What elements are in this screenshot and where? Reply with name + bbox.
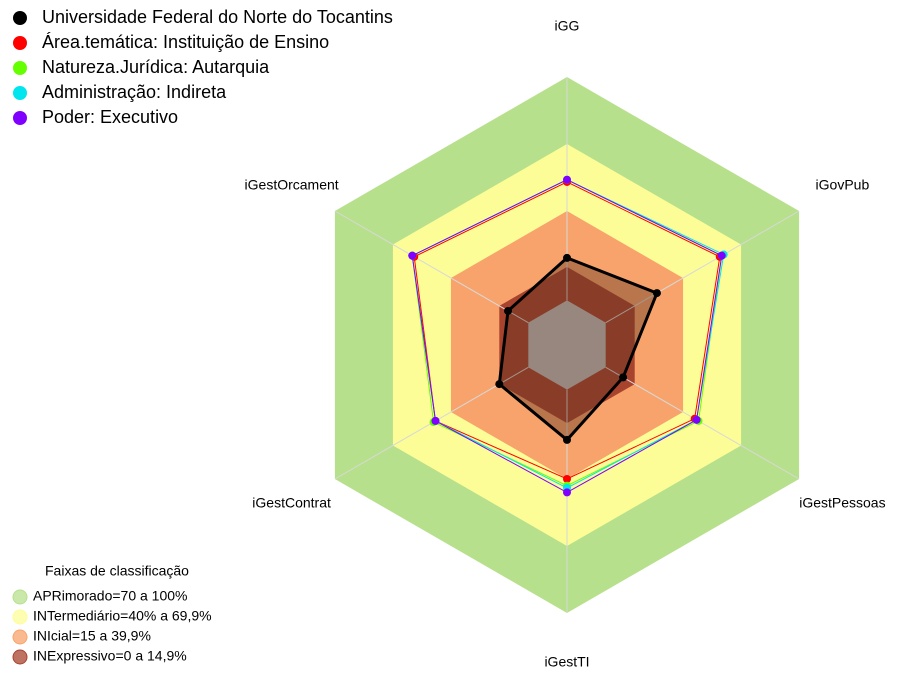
legend-label: Natureza.Jurídica: Autarquia	[42, 57, 270, 77]
center-hole	[528, 300, 606, 390]
legend-marker	[13, 11, 27, 25]
series-point	[563, 175, 571, 184]
axis-line	[605, 210, 800, 324]
band-legend-marker	[12, 649, 28, 665]
legend-label: Área.temática: Instituição de Ensino	[42, 32, 329, 52]
axis-label: iGestTI	[544, 654, 589, 670]
series-point	[563, 475, 571, 483]
axis-line	[334, 210, 529, 324]
axis-label: iGovPub	[816, 177, 870, 193]
band-legend-label: APRimorado=70 a 100%	[33, 588, 188, 604]
series-point	[504, 306, 513, 315]
series-point	[692, 415, 701, 424]
legend-label: Poder: Executivo	[42, 107, 178, 127]
legend-label: Administração: Indireta	[42, 82, 227, 102]
band-legend-label: INIcial=15 a 39,9%	[33, 628, 151, 644]
series-point	[717, 251, 726, 260]
series-point	[563, 488, 571, 497]
band-legend-marker	[12, 629, 28, 645]
series-point	[619, 373, 628, 382]
legend-marker	[13, 61, 27, 75]
series-point	[563, 435, 571, 444]
band-legend-marker	[12, 609, 28, 625]
legend-marker	[13, 111, 27, 125]
series-point	[652, 289, 661, 298]
bands-title: Faixas de classificação	[45, 563, 189, 579]
series-point	[563, 253, 571, 262]
band-legend-label: INExpressivo=0 a 14,9%	[33, 648, 187, 664]
series-point	[495, 380, 504, 389]
axis-label: iGG	[555, 18, 580, 34]
legend-label: Universidade Federal do Norte do Tocanti…	[42, 7, 393, 27]
series-point	[408, 251, 417, 260]
band-legend-marker	[12, 589, 28, 605]
axis-label: iGestPessoas	[799, 495, 885, 511]
axis-label: iGestOrcament	[245, 177, 339, 193]
series-point	[431, 416, 440, 425]
axis-label: iGestContrat	[252, 495, 331, 511]
band-legend-label: INTermediário=40% a 69,9%	[33, 608, 212, 624]
axis-line	[605, 366, 800, 480]
legend-marker	[13, 36, 27, 50]
legend-marker	[13, 86, 27, 100]
